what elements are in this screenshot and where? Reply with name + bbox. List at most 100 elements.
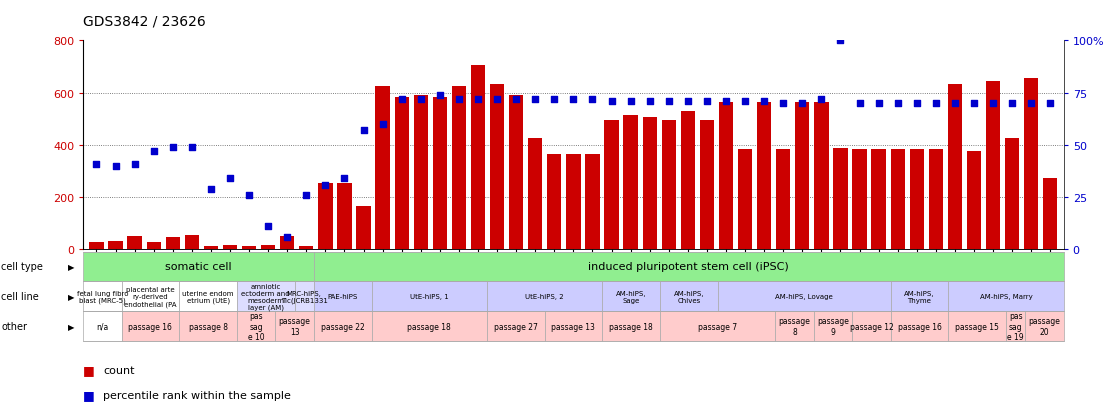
Point	[297, 192, 315, 199]
Point	[1042, 101, 1059, 107]
Point	[870, 101, 888, 107]
Bar	[185, 235, 199, 250]
Point	[603, 98, 620, 105]
Bar	[910, 150, 924, 250]
Bar	[299, 247, 314, 250]
Point	[1023, 101, 1040, 107]
Text: ▶: ▶	[68, 292, 74, 301]
Point	[564, 96, 582, 103]
Point	[965, 101, 983, 107]
Point	[355, 128, 372, 134]
Text: passage 18: passage 18	[408, 322, 451, 331]
Point	[145, 149, 163, 155]
Text: passage 12: passage 12	[850, 322, 893, 331]
Bar	[776, 150, 790, 250]
Point	[164, 145, 182, 151]
Bar	[165, 237, 179, 250]
Text: other: other	[1, 321, 27, 331]
Text: AM-hiPS,
Sage: AM-hiPS, Sage	[616, 290, 646, 303]
Text: cell type: cell type	[1, 262, 43, 272]
Point	[278, 234, 296, 241]
Point	[450, 96, 468, 103]
Bar	[891, 150, 905, 250]
Text: passage
8: passage 8	[779, 317, 810, 336]
Bar	[318, 183, 332, 250]
Point	[622, 98, 639, 105]
Bar	[796, 102, 810, 250]
Text: AM-hiPS,
Thyme: AM-hiPS, Thyme	[904, 290, 935, 303]
Bar	[1043, 178, 1057, 250]
Point	[106, 163, 124, 170]
Text: fetal lung fibro
blast (MRC-5): fetal lung fibro blast (MRC-5)	[76, 290, 129, 303]
Bar	[680, 112, 695, 250]
Bar	[490, 84, 504, 250]
Point	[640, 98, 658, 105]
Point	[202, 186, 219, 193]
Point	[927, 101, 945, 107]
Bar	[852, 150, 866, 250]
Text: ■: ■	[83, 388, 95, 401]
Bar	[529, 139, 543, 250]
Bar	[90, 242, 104, 250]
Bar	[566, 155, 581, 250]
Point	[1004, 101, 1022, 107]
Text: placental arte
ry-derived
endothelial (PA: placental arte ry-derived endothelial (P…	[124, 286, 176, 307]
Bar	[547, 155, 562, 250]
Bar	[967, 152, 982, 250]
Point	[183, 145, 201, 151]
Point	[717, 98, 735, 105]
Bar	[757, 102, 771, 250]
Text: passage 15: passage 15	[955, 322, 999, 331]
Bar	[509, 96, 523, 250]
Bar	[146, 242, 161, 250]
Point	[317, 182, 335, 188]
Bar	[947, 84, 962, 250]
Point	[851, 101, 869, 107]
Point	[526, 96, 544, 103]
Point	[812, 96, 830, 103]
Text: count: count	[103, 365, 134, 375]
Bar	[413, 96, 428, 250]
Point	[240, 192, 258, 199]
Text: passage 27: passage 27	[494, 322, 537, 331]
Bar	[337, 183, 351, 250]
Text: induced pluripotent stem cell (iPSC): induced pluripotent stem cell (iPSC)	[588, 262, 789, 272]
Text: AM-hiPS, Marry: AM-hiPS, Marry	[979, 294, 1033, 299]
Point	[584, 96, 602, 103]
Text: ■: ■	[83, 363, 95, 377]
Text: passage 7: passage 7	[698, 322, 737, 331]
Point	[756, 98, 773, 105]
Bar	[719, 102, 733, 250]
Bar	[280, 237, 295, 250]
Text: PAE-hiPS: PAE-hiPS	[328, 294, 358, 299]
Bar	[394, 97, 409, 250]
Point	[431, 92, 449, 99]
Text: passage
13: passage 13	[278, 317, 310, 336]
Text: n/a: n/a	[96, 322, 109, 331]
Bar	[738, 150, 752, 250]
Text: passage 22: passage 22	[321, 322, 365, 331]
Point	[774, 101, 792, 107]
Text: AM-hiPS, Lovage: AM-hiPS, Lovage	[776, 294, 833, 299]
Point	[984, 101, 1002, 107]
Point	[660, 98, 678, 105]
Text: passage
20: passage 20	[1028, 317, 1060, 336]
Text: passage 18: passage 18	[609, 322, 653, 331]
Text: UtE-hiPS, 1: UtE-hiPS, 1	[410, 294, 449, 299]
Bar	[204, 247, 218, 250]
Point	[88, 161, 105, 168]
Text: percentile rank within the sample: percentile rank within the sample	[103, 390, 291, 400]
Text: passage 8: passage 8	[188, 322, 227, 331]
Bar	[929, 150, 943, 250]
Point	[793, 101, 811, 107]
Bar	[986, 82, 1001, 250]
Text: GDS3842 / 23626: GDS3842 / 23626	[83, 14, 206, 28]
Text: passage 16: passage 16	[897, 322, 942, 331]
Text: AM-hiPS,
Chives: AM-hiPS, Chives	[674, 290, 704, 303]
Point	[507, 96, 525, 103]
Point	[412, 96, 430, 103]
Bar	[433, 97, 447, 250]
Text: pas
sag
e 19: pas sag e 19	[1007, 311, 1024, 341]
Text: uterine endom
etrium (UtE): uterine endom etrium (UtE)	[183, 290, 234, 303]
Point	[907, 101, 925, 107]
